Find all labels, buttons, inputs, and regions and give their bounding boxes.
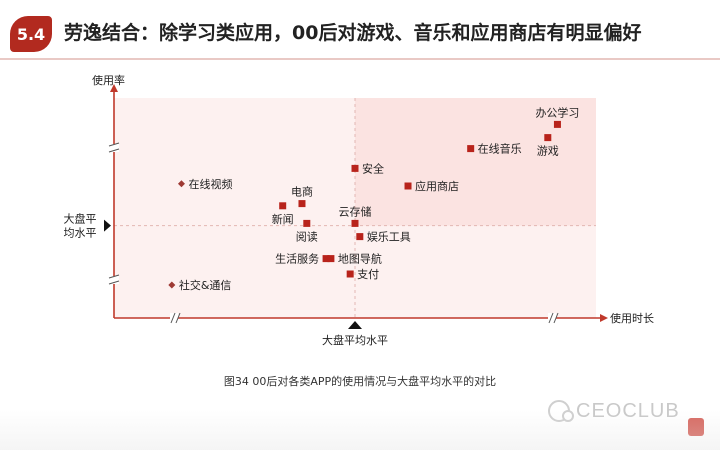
break-stroke (108, 148, 120, 153)
footer-swoosh (0, 410, 720, 450)
data-point-在线视频 (177, 180, 185, 188)
title-divider (0, 58, 720, 60)
data-point-安全 (351, 164, 359, 172)
data-label-在线音乐: 在线音乐 (478, 142, 522, 156)
break-stroke (548, 312, 554, 324)
data-label-娱乐工具: 娱乐工具 (367, 230, 411, 244)
watermark-text: CEOCLUB (576, 400, 680, 423)
y-axis-arrow (110, 84, 118, 92)
data-label-办公学习: 办公学习 (535, 105, 579, 119)
x-axis-arrow (600, 314, 608, 322)
data-label-应用商店: 应用商店 (415, 179, 459, 193)
data-point-新闻 (279, 202, 287, 210)
slide-header: 5.4 劳逸结合：除学习类应用，00后对游戏、音乐和应用商店有明显偏好 (0, 0, 720, 66)
y-axis-break-bottom (108, 274, 120, 285)
y-reference-label-line2: 均水平 (64, 227, 97, 240)
data-point-支付 (346, 270, 354, 278)
quadrant-high (355, 98, 596, 226)
data-point-云存储 (351, 219, 359, 227)
x-reference-label: 大盘平均水平 (322, 333, 388, 347)
data-label-安全: 安全 (362, 161, 384, 175)
seal-stamp (688, 418, 704, 436)
break-stroke (170, 312, 176, 324)
data-point-游戏 (544, 134, 552, 142)
data-label-阅读: 阅读 (296, 229, 318, 243)
data-label-生活服务: 生活服务 (275, 252, 319, 266)
data-point-在线音乐 (467, 145, 475, 153)
break-gap (170, 313, 178, 323)
break-gap (109, 144, 119, 152)
x-axis-break-left (170, 312, 181, 324)
chart-axes (104, 84, 608, 329)
data-label-新闻: 新闻 (272, 212, 294, 226)
slide-title: 劳逸结合：除学习类应用，00后对游戏、音乐和应用商店有明显偏好 (64, 22, 642, 44)
y-reference-marker (104, 219, 111, 232)
break-gap (548, 313, 556, 323)
x-axis-break-right (548, 312, 559, 324)
x-axis-label: 使用时长 (610, 312, 654, 325)
data-point-电商 (298, 200, 306, 208)
data-label-云存储: 云存储 (339, 204, 372, 218)
break-stroke (108, 274, 120, 279)
break-stroke (108, 142, 120, 147)
break-stroke (175, 312, 181, 324)
data-point-应用商店 (404, 182, 412, 190)
data-point-办公学习 (553, 120, 561, 128)
figure-caption: 图34 00后对各类APP的使用情况与大盘平均水平的对比 (223, 375, 497, 388)
data-label-支付: 支付 (357, 268, 379, 281)
x-reference-marker (348, 321, 362, 329)
data-point-阅读 (303, 219, 311, 227)
data-label-游戏: 游戏 (537, 145, 559, 158)
section-badge: 5.4 (10, 16, 52, 52)
y-reference-label-line1: 大盘平 (64, 212, 97, 226)
data-point-社交&通信 (168, 281, 176, 289)
data-point-生活服务 (322, 255, 330, 263)
break-gap (109, 276, 119, 284)
y-axis-label: 使用率 (92, 73, 125, 87)
data-label-地图导航: 地图导航 (338, 252, 382, 266)
axis-labels: 使用率 使用时长 大盘平均水平 大盘平 均水平 (64, 73, 655, 347)
data-label-社交&通信: 社交&通信 (179, 278, 232, 292)
break-stroke (553, 312, 559, 324)
watermark-logo: CEOCLUB (548, 398, 680, 424)
data-label-电商: 电商 (291, 185, 313, 199)
y-axis-break-top (108, 142, 120, 153)
data-point-娱乐工具 (356, 233, 364, 241)
data-point-地图导航 (327, 255, 335, 263)
wechat-icon (548, 400, 574, 422)
data-label-在线视频: 在线视频 (188, 177, 232, 191)
break-stroke (108, 280, 120, 285)
